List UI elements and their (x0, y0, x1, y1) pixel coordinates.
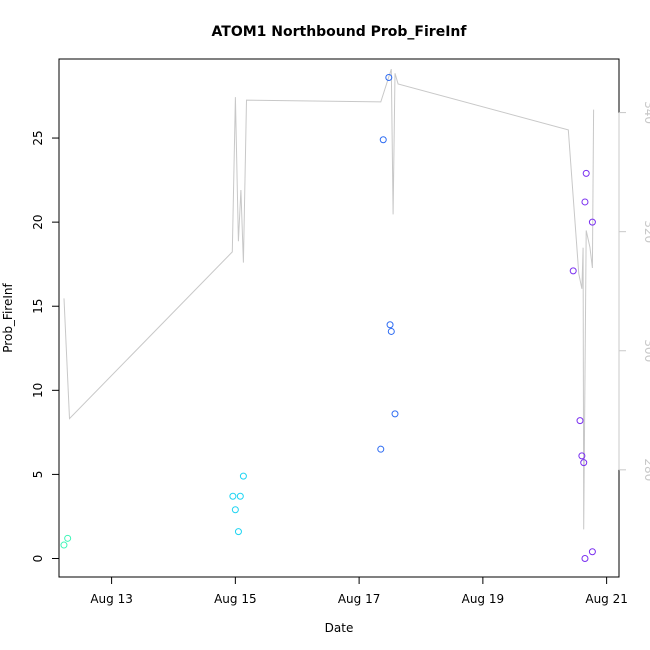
y-tick-label: 15 (31, 299, 45, 314)
y-tick-label: 10 (31, 383, 45, 398)
x-tick-label: Aug 15 (214, 592, 257, 606)
series-line (63, 68, 595, 530)
data-point (231, 506, 239, 514)
x-axis-label: Date (325, 621, 354, 635)
y2-tick-label: 340 (642, 101, 650, 124)
x-tick-label: Aug 21 (585, 592, 628, 606)
data-point (569, 267, 577, 275)
y-axis-right: 280 300 320 340 (618, 101, 650, 481)
data-point (377, 445, 385, 453)
data-point (64, 534, 72, 542)
data-point (588, 218, 596, 226)
data-point (234, 528, 242, 536)
y-tick-label: 25 (31, 130, 45, 145)
data-point (379, 136, 387, 144)
data-point (582, 169, 590, 177)
y-tick-label: 20 (31, 214, 45, 229)
x-tick-label: Aug 13 (90, 592, 133, 606)
y2-tick-label: 320 (642, 220, 650, 243)
scatter-points-group (60, 74, 596, 562)
y-axis-label: Prob_FireInf (1, 283, 15, 353)
data-point (386, 321, 394, 329)
y-tick-label: 0 (31, 555, 45, 563)
y-axis-left: 0 5 10 15 20 25 (31, 130, 60, 563)
data-point (229, 492, 237, 500)
data-point (581, 198, 589, 206)
x-tick-label: Aug 17 (338, 592, 381, 606)
plot-frame (58, 58, 620, 578)
data-point (578, 452, 586, 460)
data-point (580, 459, 588, 467)
y-tick-label: 5 (31, 471, 45, 479)
y2-tick-label: 300 (642, 339, 650, 362)
data-point (60, 541, 68, 549)
data-point (387, 327, 395, 335)
data-point (576, 417, 584, 425)
data-point (391, 410, 399, 418)
data-point (239, 472, 247, 480)
data-point (236, 492, 244, 500)
data-point (588, 548, 596, 556)
y2-tick-label: 280 (642, 458, 650, 481)
x-axis: Aug 13 Aug 15 Aug 17 Aug 19 Aug 21 (90, 576, 628, 606)
data-point (385, 74, 393, 81)
line-series-group (63, 68, 595, 530)
chart-title: ATOM1 Northbound Prob_FireInf (212, 24, 468, 40)
x-tick-label: Aug 19 (462, 592, 505, 606)
data-point (581, 555, 589, 562)
